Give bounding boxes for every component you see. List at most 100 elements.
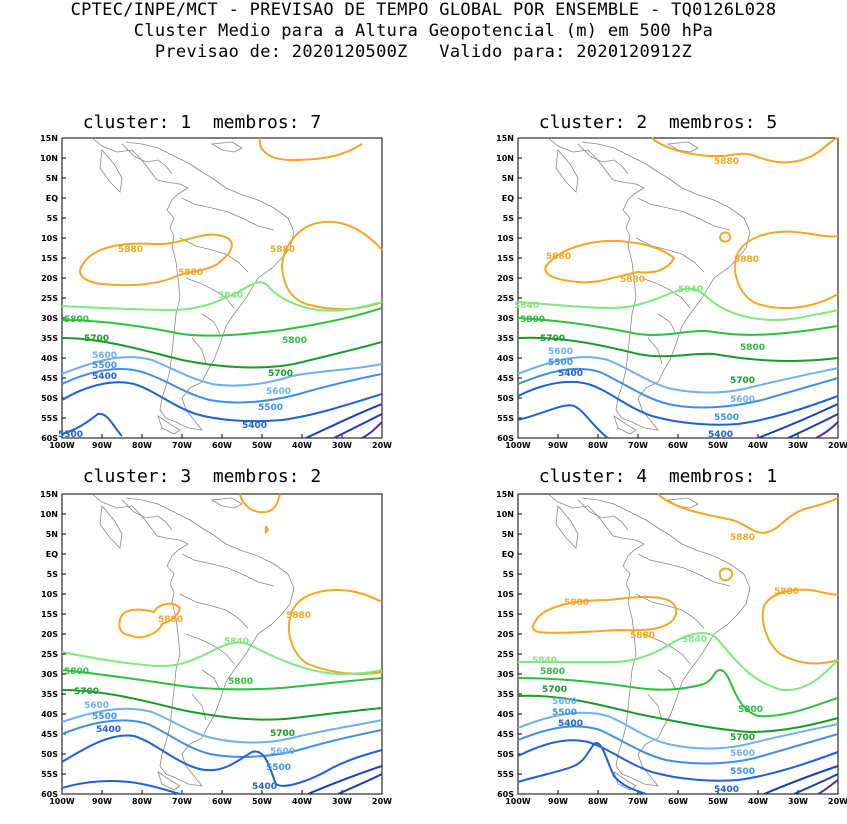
lat-tick-label: 10S	[497, 590, 514, 599]
contour-5880	[79, 233, 233, 287]
lat-tick-label: 40S	[41, 354, 58, 363]
contour-5600	[517, 711, 839, 750]
contour-label: 5500	[548, 358, 573, 368]
contour-label: 5800	[228, 677, 253, 687]
lon-tick-label: 80W	[588, 797, 608, 806]
latitude-ticks: 15N 10N 5N EQ 5S 10S 15S 20S 25S 30S 35S 40S 45S 50S 5…	[40, 490, 58, 799]
contour-5880	[761, 588, 839, 665]
contour-label: 5600	[266, 387, 291, 397]
contour-label: 5600	[548, 347, 573, 357]
lon-tick-label: 80W	[132, 797, 152, 806]
contour-5700	[61, 689, 383, 721]
contour-label: 5500	[730, 767, 755, 777]
lon-tick-label: 80W	[588, 441, 608, 450]
contour-5600	[61, 707, 383, 744]
contour-5880	[239, 493, 281, 514]
contour-5880	[265, 525, 270, 535]
contour-label: 5880	[158, 615, 183, 625]
latitude-ticks: 15N 10N 5N EQ 5S 10S 15S 20S 25S 30S 35S 40S 45S 50S 5…	[496, 134, 514, 443]
lat-tick-label: 20S	[41, 630, 58, 639]
lon-tick-label: 20W	[828, 441, 847, 450]
lat-tick-label: 50S	[497, 750, 514, 759]
lat-tick-label: 15S	[41, 610, 58, 619]
lat-tick-label: 5S	[503, 214, 515, 223]
contour-label: 5800	[64, 667, 89, 677]
contour-label: 5880	[286, 611, 311, 621]
lon-tick-label: 70W	[172, 797, 192, 806]
lat-tick-label: 40S	[41, 710, 58, 719]
lat-tick-label: EQ	[502, 550, 514, 559]
contour-label: 5400	[242, 421, 267, 431]
contour-5400	[61, 780, 181, 795]
lon-tick-label: 30W	[332, 797, 352, 806]
contour-label: 5800	[740, 343, 765, 353]
contour-label: 5840	[682, 635, 707, 645]
lat-tick-label: 10N	[40, 154, 58, 163]
contour-5840	[61, 641, 383, 676]
lat-tick-label: 15S	[497, 254, 514, 263]
contour-5500	[61, 719, 383, 758]
lon-tick-label: 70W	[628, 797, 648, 806]
lat-tick-label: 60S	[497, 434, 514, 443]
contour-label: 5800	[520, 315, 545, 325]
lon-tick-label: 20W	[828, 797, 847, 806]
contour-label: 5880	[620, 275, 645, 285]
lon-tick-label: 30W	[332, 441, 352, 450]
contour-5880	[544, 240, 676, 284]
panel-title: cluster: 1 membros: 7	[82, 112, 322, 133]
contour-label: 5840	[224, 637, 249, 647]
lat-tick-label: 55S	[497, 414, 514, 423]
contour-5880	[258, 137, 363, 162]
lat-tick-label: 50S	[41, 750, 58, 759]
lon-tick-label: 90W	[548, 441, 568, 450]
contour-5500	[517, 367, 839, 409]
contour-label: 5400	[92, 372, 117, 382]
panel-title: cluster: 4 membros: 1	[538, 466, 778, 487]
lon-tick-label: 30W	[788, 441, 808, 450]
contour-label: 5840	[514, 301, 539, 311]
lat-tick-label: 40S	[497, 354, 514, 363]
lat-tick-label: 25S	[497, 294, 514, 303]
lat-tick-label: 60S	[41, 790, 58, 799]
contour-label: 5800	[64, 315, 89, 325]
longitude-ticks: 100W 90W 80W 70W 60W 50W 40W 30W 20W	[49, 797, 392, 806]
contour-label: 5800	[282, 336, 307, 346]
contour-5880	[288, 588, 383, 675]
contour-label: 5400	[96, 725, 121, 735]
contour-5800	[517, 668, 839, 718]
contour-label: 5600	[92, 351, 117, 361]
lat-tick-label: 30S	[497, 314, 514, 323]
lon-tick-label: 40W	[748, 797, 768, 806]
contour-label: 5600	[270, 747, 295, 757]
lon-tick-label: 20W	[372, 441, 392, 450]
contour-5300	[757, 403, 839, 439]
lat-tick-label: 5N	[502, 174, 514, 183]
lat-tick-label: 10N	[40, 510, 58, 519]
contour-5800	[517, 317, 839, 336]
contour-5700	[61, 337, 383, 369]
contour-5300	[763, 765, 839, 795]
contour-5840	[518, 632, 839, 692]
panel-cluster-3: cluster: 3 membros: 2 5880 588	[20, 466, 400, 806]
contour-5200	[817, 779, 839, 795]
map-cluster-4: 5880 5880 5880 5880 5840 5840 5800 5800 …	[496, 490, 847, 806]
lat-tick-label: 15S	[497, 610, 514, 619]
contour-5300	[305, 403, 383, 439]
lat-tick-label: 45S	[497, 374, 514, 383]
contour-label: 5880	[178, 268, 203, 278]
header-line-2: Cluster Medio para a Altura Geopotencial…	[133, 21, 714, 41]
lon-tick-label: 60W	[668, 797, 688, 806]
contour-5600	[517, 356, 839, 394]
contour-5400	[517, 404, 609, 439]
lon-tick-label: 40W	[748, 441, 768, 450]
lon-tick-label: 90W	[548, 797, 568, 806]
contour-label: 5880	[714, 157, 739, 167]
contour-5880	[118, 602, 182, 639]
basemap	[61, 137, 383, 439]
lat-tick-label: EQ	[502, 194, 514, 203]
contour-5300	[337, 773, 383, 795]
panel-title: cluster: 2 membros: 5	[538, 112, 778, 133]
lat-tick-label: 25S	[41, 650, 58, 659]
lon-tick-label: 50W	[708, 441, 728, 450]
lat-tick-label: 45S	[497, 730, 514, 739]
